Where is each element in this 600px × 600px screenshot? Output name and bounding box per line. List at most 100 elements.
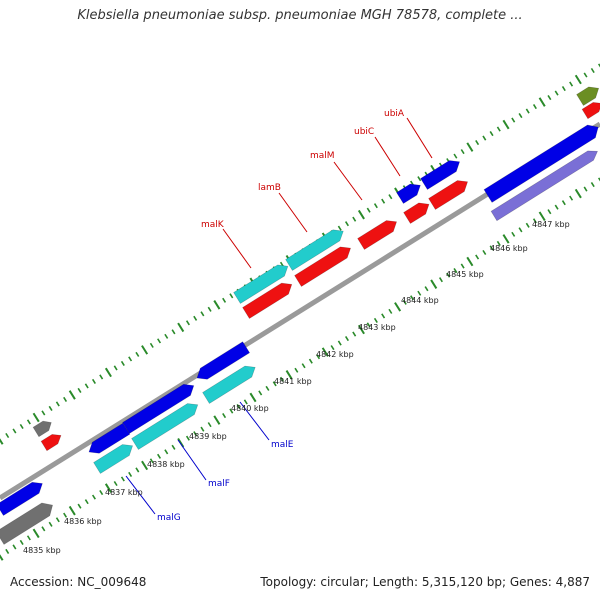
gene-gray-arrow[interactable]: [0, 502, 53, 545]
tick-mark: [0, 554, 4, 561]
tick-mark: [32, 412, 40, 423]
tick-mark: [149, 342, 154, 348]
gene-red-small[interactable]: [40, 434, 62, 452]
tick-mark: [113, 365, 118, 371]
tick-mark: [574, 74, 582, 85]
tick-mark: [597, 177, 600, 182]
gene-red-arrow-1[interactable]: [242, 282, 293, 319]
gene-label-malE[interactable]: malE: [271, 440, 294, 450]
tick-mark: [279, 376, 284, 382]
tick-mark: [164, 333, 169, 339]
tick-mark: [554, 204, 559, 210]
tick-mark: [424, 286, 429, 292]
leader-line-malK: [222, 228, 252, 269]
leader-line-malG: [125, 475, 156, 515]
gene-label-malM[interactable]: malM: [310, 151, 335, 161]
gene-cyan-arrow-1[interactable]: [93, 444, 134, 474]
gene-malK-arrow[interactable]: [233, 264, 289, 304]
tick-mark: [337, 225, 342, 231]
tick-mark: [590, 67, 595, 74]
gene-gray-small[interactable]: [32, 420, 52, 438]
gene-malG-arrow[interactable]: [88, 422, 131, 454]
tick-mark: [229, 293, 234, 299]
tick-mark: [381, 313, 386, 319]
tick-mark: [357, 324, 365, 335]
leader-line-malM: [333, 161, 363, 201]
tick-mark: [475, 140, 480, 146]
gene-features[interactable]: [0, 86, 600, 545]
ruler-label: 4844 kbp: [401, 296, 439, 305]
tick-mark: [84, 383, 89, 389]
tick-mark: [113, 480, 118, 487]
tick-mark: [84, 499, 89, 505]
gene-malF-arrow[interactable]: [122, 383, 195, 434]
tick-mark: [438, 277, 443, 283]
tick-mark: [120, 360, 125, 366]
tick-mark: [489, 131, 494, 137]
ruler-label: 4840 kbp: [231, 404, 269, 413]
tick-mark: [460, 263, 465, 269]
gene-label-ubiC[interactable]: ubiC: [354, 127, 374, 137]
tick-mark: [213, 300, 221, 310]
tick-mark: [460, 149, 465, 155]
tick-mark: [77, 387, 82, 393]
tick-mark: [149, 458, 154, 464]
gene-olive-arrow[interactable]: [576, 86, 600, 106]
tick-mark: [91, 494, 96, 500]
tick-mark: [265, 385, 270, 391]
gene-label-malK[interactable]: malK: [201, 220, 225, 230]
gene-lavender-arrow[interactable]: [490, 150, 598, 222]
tick-mark: [466, 142, 474, 152]
tick-mark: [502, 234, 510, 244]
tick-mark: [55, 401, 60, 407]
inner-tick-track: [0, 177, 600, 561]
tick-mark: [301, 363, 306, 369]
gene-cyan-arrow-2[interactable]: [131, 403, 199, 450]
tick-mark: [193, 431, 198, 437]
gene-red-arrow-2[interactable]: [294, 246, 352, 287]
gene-label-ubiA[interactable]: ubiA: [384, 109, 405, 119]
gene-ubiA-arrow[interactable]: [428, 180, 469, 210]
tick-mark: [373, 317, 378, 323]
ruler-labels: 4835 kbp 4836 kbp 4837 kbp 4838 kbp 4839 kbp…: [23, 220, 570, 555]
ruler-label: 4839 kbp: [189, 432, 227, 441]
tick-mark: [410, 295, 415, 301]
gene-red-edge[interactable]: [581, 102, 600, 120]
gene-malE-arrow[interactable]: [196, 341, 251, 380]
gene-blue-small[interactable]: [396, 183, 421, 204]
tick-mark: [12, 428, 17, 434]
ruler-label: 4842 kbp: [316, 350, 354, 359]
tick-mark: [525, 108, 530, 114]
tick-mark: [68, 505, 76, 516]
gene-blue-arrow-2[interactable]: [420, 160, 461, 190]
gene-labels: ubiA ubiC malM lamB malK malE malF malG: [157, 109, 405, 523]
tick-mark: [229, 408, 234, 414]
tick-mark: [0, 438, 4, 445]
tick-mark: [272, 381, 277, 387]
tick-mark: [583, 72, 588, 78]
ruler-label: 4838 kbp: [147, 460, 185, 469]
gene-malM-arrow[interactable]: [357, 220, 398, 250]
gene-label-malF[interactable]: malF: [208, 479, 230, 489]
gene-label-malG[interactable]: malG: [157, 513, 181, 523]
ruler-label: 4846 kbp: [490, 244, 528, 253]
gene-cyan-arrow-3[interactable]: [202, 365, 256, 404]
tick-mark: [99, 490, 104, 496]
tick-mark: [388, 194, 393, 200]
gene-lamB-arrow[interactable]: [285, 229, 344, 271]
tick-mark: [446, 272, 451, 278]
gene-label-lamB[interactable]: lamB: [258, 183, 281, 193]
tick-mark: [388, 308, 393, 314]
gene-ubiC-arrow[interactable]: [403, 202, 430, 224]
tick-mark: [63, 396, 68, 402]
tick-mark: [171, 444, 176, 450]
tick-mark: [597, 63, 600, 68]
tick-mark: [574, 188, 582, 199]
tick-mark: [344, 221, 349, 227]
gene-blue-arrow[interactable]: [0, 481, 43, 516]
tick-mark: [394, 302, 402, 312]
tick-mark: [185, 435, 190, 441]
ruler-label: 4847 kbp: [532, 220, 570, 229]
gene-blue-large[interactable]: [483, 124, 599, 203]
